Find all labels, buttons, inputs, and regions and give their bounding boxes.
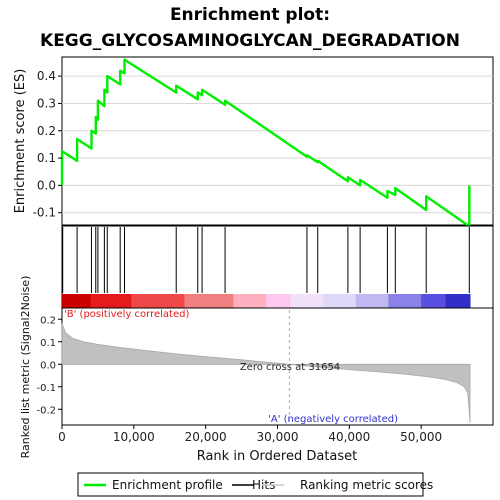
es-y-tick-label: 0.3 <box>37 96 56 110</box>
color-bar-segment <box>184 294 234 308</box>
metric-y-tick-label: 0.1 <box>40 338 56 349</box>
legend: Enrichment profile Hits Ranking metric sco… <box>84 478 433 492</box>
x-tick-label: 10,000 <box>113 430 155 444</box>
es-y-axis-label: Enrichment score (ES) <box>13 69 28 214</box>
es-y-tick-label: 0.2 <box>37 124 56 138</box>
metric-y-tick-label: -0.2 <box>36 405 56 416</box>
metric-y-axis-label: Ranked list metric (Signal2Noise) <box>19 276 32 459</box>
metric-plot <box>61 310 471 423</box>
color-bar-segment <box>90 294 132 308</box>
es-plot <box>60 58 493 228</box>
metric-y-tick-label: 0.2 <box>40 315 56 326</box>
x-tick-label: 40,000 <box>328 430 370 444</box>
positive-correlation-label: 'B' (positively correlated) <box>64 309 189 320</box>
ranking-metric-area <box>61 323 471 423</box>
x-tick-label: 50,000 <box>400 430 442 444</box>
es-y-tick-label: 0.0 <box>37 178 56 192</box>
color-bar-segment <box>323 294 357 308</box>
x-tick-label: 0 <box>58 430 66 444</box>
color-bar-segment <box>445 294 471 308</box>
es-y-tick-label: 0.1 <box>37 151 56 165</box>
metric-y-axis: -0.2 -0.1 0.0 0.1 0.2 <box>36 315 62 416</box>
color-bar-segment <box>131 294 185 308</box>
x-axis-label: Rank in Ordered Dataset <box>197 449 358 464</box>
x-tick-label: 20,000 <box>185 430 227 444</box>
negative-correlation-label: 'A' (negatively correlated) <box>268 414 398 425</box>
color-bar-segment <box>421 294 447 308</box>
hits-plot <box>62 227 470 293</box>
color-bar-segment <box>233 294 267 308</box>
color-bar-segment <box>290 294 324 308</box>
metric-y-tick-label: 0.0 <box>40 360 56 371</box>
zero-cross-label: Zero cross at 31654 <box>240 362 340 373</box>
ranking-color-bar <box>62 294 471 308</box>
es-panel-frame <box>61 56 494 226</box>
es-y-tick-label: -0.1 <box>33 206 56 220</box>
color-bar-segment <box>355 294 389 308</box>
color-bar-segment <box>62 294 92 308</box>
color-bar-segment <box>266 294 291 308</box>
es-y-axis: -0.1 0.0 0.1 0.2 0.3 0.4 <box>33 69 62 220</box>
enrichment-profile-line <box>60 58 471 228</box>
x-tick-label: 30,000 <box>257 430 299 444</box>
legend-label: Enrichment profile <box>112 478 223 492</box>
legend-label: Ranking metric scores <box>300 478 433 492</box>
chart-title-line1: Enrichment plot: <box>170 5 330 25</box>
color-bar-segment <box>388 294 422 308</box>
es-y-tick-label: 0.4 <box>37 69 56 83</box>
metric-y-tick-label: -0.1 <box>36 383 56 394</box>
chart-title-line2: KEGG_GLYCOSAMINOGLYCAN_DEGRADATION <box>40 31 460 51</box>
metric-x-axis: 0 10,000 20,000 30,000 40,000 50,000 <box>58 425 442 444</box>
